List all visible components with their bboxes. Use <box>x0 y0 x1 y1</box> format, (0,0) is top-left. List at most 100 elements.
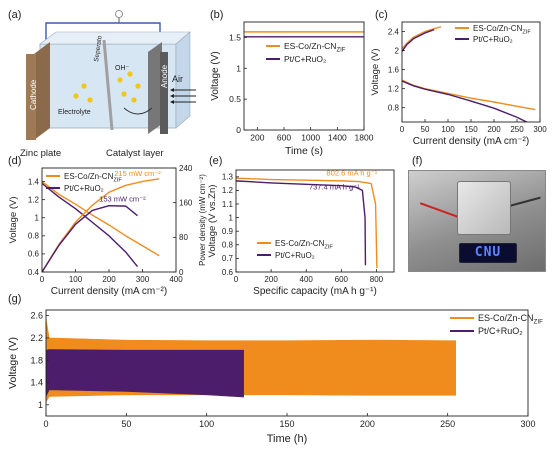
x-tick-label: 250 <box>510 125 524 134</box>
series-line-1 <box>42 182 139 268</box>
x-tick-label: 100 <box>69 275 83 284</box>
battery-device <box>457 181 511 235</box>
legend-label: Pt/C+RuO₂ <box>284 54 326 64</box>
x-tick-label: 300 <box>136 275 150 284</box>
catalyst-electrode <box>148 42 162 134</box>
legend-label-main: Pt/C+RuO₂ <box>478 326 523 336</box>
y-tick-label: 1.4 <box>30 378 43 388</box>
y-tick-label: 2 <box>395 46 400 55</box>
x-tick-label: 400 <box>169 275 183 284</box>
series-line-0 <box>402 79 536 111</box>
x-tick-label: 200 <box>250 133 264 143</box>
y2-tick-label: 240 <box>179 164 193 173</box>
legend-label-sub: ZIF <box>534 319 544 326</box>
x-tick-label: 100 <box>441 125 455 134</box>
legend-label: ES-Co/Zn-CNZIF <box>478 313 543 326</box>
series-line-1 <box>402 80 529 122</box>
y-axis-label: Voltage (V) <box>8 197 19 244</box>
legend-label: Pt/C+RuO₂ <box>275 251 315 260</box>
ion-label: OH⁻ <box>115 65 130 72</box>
y-axis-label: Voltage (V vs.Zn) <box>207 185 218 258</box>
zinc-plate-label: Zinc plate <box>20 148 61 159</box>
cathode-label: Cathode <box>29 79 38 110</box>
x-axis-label: Current density (mA cm⁻²) <box>51 286 167 297</box>
anode-label: Anode <box>160 64 169 88</box>
legend: ES-Co/Zn-CNZIF Pt/C+RuO₂ <box>257 239 333 260</box>
y-tick-label: 0.8 <box>28 232 40 241</box>
series-line-1 <box>236 180 367 266</box>
annotation-capacity-es: 802.6 mA h g⁻¹ <box>327 168 378 177</box>
series-line-0 <box>236 177 378 268</box>
x-tick-label: 50 <box>121 419 131 429</box>
plot-area <box>46 318 457 403</box>
y-tick-label: 0.6 <box>28 250 40 259</box>
y-tick-label: 0.8 <box>388 104 400 113</box>
axes-frame <box>243 21 365 131</box>
zinc-plate-electrode <box>34 42 50 140</box>
legend-label-main: ES-Co/Zn-CN <box>275 239 325 248</box>
x-tick-label: 250 <box>440 419 455 429</box>
legend-label-main: Pt/C+RuO₂ <box>473 35 513 44</box>
panel-label-c: (c) <box>375 9 388 21</box>
legend-label-main: ES-Co/Zn-CN <box>284 41 336 51</box>
legend-label-main: Pt/C+RuO₂ <box>284 54 326 64</box>
ion-flow-arrow <box>123 107 153 115</box>
legend-label: ES-Co/Zn-CNZIF <box>64 172 122 183</box>
separator-membrane <box>102 39 114 131</box>
legend-label-sub: ZIF <box>324 244 333 250</box>
chart-g: 0 50 100 150 200 250 300 1 1.4 1.8 2.2 2.6 Time (h) V… <box>7 309 543 445</box>
y-tick-label: 0.6 <box>222 268 234 277</box>
y2-axis-label: Power density (mW cm⁻²) <box>198 174 207 266</box>
series-line-3 <box>402 28 435 52</box>
y2-tick-label: 160 <box>179 198 193 207</box>
legend-label-main: Pt/C+RuO₂ <box>275 251 315 260</box>
x-tick-label: 150 <box>279 419 294 429</box>
x-tick-label: 150 <box>464 125 478 134</box>
y-tick-label: 1.4 <box>28 177 40 186</box>
legend-label-main: ES-Co/Zn-CN <box>473 24 523 33</box>
x-tick-label: 800 <box>370 275 384 284</box>
y-tick-label: 0.7 <box>222 254 234 263</box>
x-tick-label: 1000 <box>301 133 320 143</box>
y-tick-label: 1.2 <box>388 84 400 93</box>
chart-c: 0 50 100 150 200 250 300 0.8 1.2 1.6 2 2.4 Current d… <box>370 21 547 147</box>
y2-tick-label: 80 <box>179 233 188 242</box>
y-tick-label: 0.5 <box>229 94 241 104</box>
legend-label: Pt/C+RuO₂ <box>64 184 104 193</box>
series-line-2 <box>402 26 442 50</box>
bulb-icon <box>115 10 123 18</box>
x-tick-label: 0 <box>234 275 239 284</box>
y-axis-label: Voltage (V) <box>7 337 19 389</box>
y-tick-label: 1 <box>236 63 241 73</box>
y-tick-label: 1 <box>229 213 234 222</box>
y-tick-label: 0.8 <box>222 241 234 250</box>
series-line-3 <box>42 204 138 272</box>
x-tick-label: 600 <box>335 275 349 284</box>
x-tick-label: 1400 <box>328 133 347 143</box>
oh-ions <box>73 71 141 103</box>
y-tick-label: 1.6 <box>388 65 400 74</box>
panel-label-e: (e) <box>209 155 222 167</box>
y-tick-label: 1.2 <box>28 195 40 204</box>
chart-d: 0 100 200 300 400 0.4 0.6 0.8 1 1.2 1.4 0 80 160 240 Po… <box>8 164 207 297</box>
x-tick-label: 50 <box>421 125 430 134</box>
plot-area <box>402 26 536 122</box>
y-tick-label: 1 <box>38 400 43 410</box>
y-tick-label: 0.4 <box>28 268 40 277</box>
series-band-1 <box>46 349 244 398</box>
y-tick-label: 0 <box>236 125 241 135</box>
x-tick-label: 400 <box>300 275 314 284</box>
plot-area <box>236 177 378 268</box>
legend-label: ES-Co/Zn-CNZIF <box>473 24 531 35</box>
annotation-capacity-pt: 737.4 mA h g⁻¹ <box>309 183 360 192</box>
catalyst-layer-label: Catalyst layer <box>106 148 164 159</box>
legend-label-main: Pt/C+RuO₂ <box>64 184 104 193</box>
y-tick-label: 2.4 <box>388 27 400 36</box>
x-axis-label: Current density (mA cm⁻²) <box>413 136 529 147</box>
annotation-peak-pt: 153 mW cm⁻² <box>99 194 146 203</box>
legend-label: ES-Co/Zn-CNZIF <box>284 41 346 54</box>
y-axis-label: Voltage (V) <box>370 49 381 96</box>
x-tick-label: 100 <box>199 419 214 429</box>
